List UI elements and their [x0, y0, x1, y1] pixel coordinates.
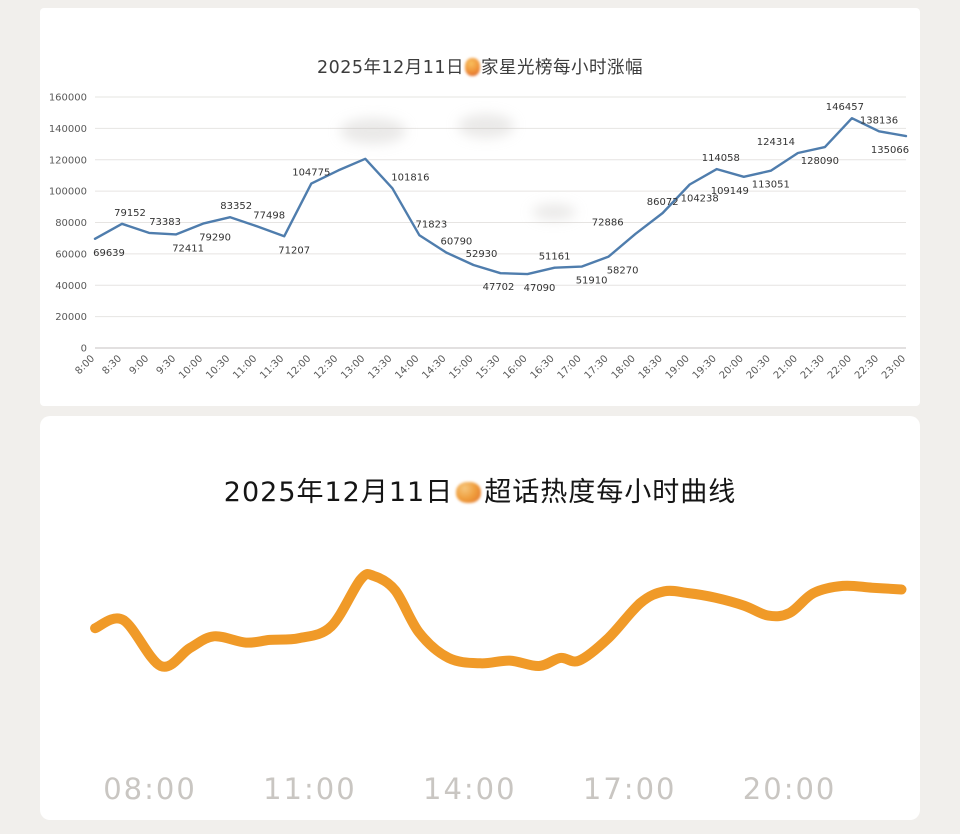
point-label: 138136	[860, 115, 898, 126]
x-tick-label: 16:00	[501, 353, 529, 381]
point-label: 135066	[871, 145, 909, 156]
point-label: 124314	[757, 137, 795, 148]
point-label: 146457	[826, 102, 864, 113]
x-tick-label: 19:00	[664, 353, 692, 381]
x-tick-label: 11:00	[231, 353, 259, 381]
point-label: 77498	[253, 210, 285, 221]
title-suffix-text: 超话热度每小时曲线	[484, 477, 737, 508]
x-tick-label: 15:00	[447, 353, 475, 381]
x-tick-label: 20:00	[718, 353, 746, 381]
x-tick-label: 13:30	[366, 353, 394, 381]
point-label: 101816	[391, 172, 429, 183]
watermark-smudge	[458, 114, 514, 138]
watermark-smudge	[532, 204, 576, 220]
supertopic-heat-curve-chart: 08:00 11:00 14:00 17:00 20:00	[90, 569, 907, 806]
x-tick-label: 12:30	[312, 353, 340, 381]
y-tick-label: 140000	[49, 124, 87, 135]
point-label: 60790	[440, 237, 472, 248]
point-label: 47090	[524, 283, 556, 294]
point-label: 51161	[539, 252, 571, 263]
point-label: 72886	[592, 218, 624, 229]
y-tick-label: 120000	[49, 155, 87, 166]
x-tick-label: 23:00	[880, 353, 908, 381]
x-tick-label: 16:30	[529, 353, 557, 381]
heat-curve-line	[90, 569, 907, 672]
heat-x-tick-label: 17:00	[583, 772, 677, 806]
y-tick-label: 160000	[49, 93, 87, 104]
x-tick-label: 8:30	[100, 353, 124, 377]
heat-x-tick-label: 14:00	[423, 772, 517, 806]
y-tick-label: 20000	[55, 312, 87, 323]
x-tick-label: 9:00	[128, 353, 152, 377]
x-tick-label: 11:30	[258, 353, 286, 381]
star-rank-line-chart: 0 20000 40000 60000 80000 100000 120000 140000 1…	[49, 93, 909, 382]
point-label: 73383	[149, 217, 181, 228]
point-label: 79290	[199, 233, 231, 244]
point-label: 69639	[93, 248, 125, 259]
watermark-smudge	[340, 118, 406, 144]
x-tick-label: 19:30	[691, 353, 719, 381]
star-rank-chart-title: 2025年12月11日 家星光榜每小时涨幅	[40, 54, 920, 79]
heat-x-tick-label: 11:00	[263, 772, 357, 806]
x-tick-label: 12:00	[285, 353, 313, 381]
point-label: 113051	[752, 180, 790, 191]
title-suffix-text: 家星光榜每小时涨幅	[481, 58, 644, 78]
point-label: 104775	[292, 168, 330, 179]
title-date-text: 2025年12月11日	[316, 58, 465, 78]
x-tick-label: 9:30	[155, 353, 179, 377]
x-tick-label: 22:30	[853, 353, 881, 381]
point-label: 86072	[647, 197, 679, 208]
x-tick-label: 14:00	[393, 353, 421, 381]
point-label: 52930	[466, 249, 498, 260]
x-tick-label: 21:30	[799, 353, 827, 381]
y-tick-label: 100000	[49, 187, 87, 198]
heat-x-tick-label: 08:00	[103, 772, 197, 806]
x-tick-label: 8:00	[73, 353, 97, 377]
y-tick-label: 40000	[55, 281, 87, 292]
x-tick-label: 18:30	[637, 353, 665, 381]
point-label: 128090	[801, 156, 839, 167]
x-tick-label: 17:30	[583, 353, 611, 381]
point-label: 109149	[711, 186, 749, 197]
x-tick-label: 18:00	[610, 353, 638, 381]
x-tick-label: 13:00	[339, 353, 367, 381]
x-tick-label: 15:30	[474, 353, 502, 381]
x-tick-label: 17:00	[556, 353, 584, 381]
supertopic-heat-chart-card: 2025年12月11日 超话热度每小时曲线 08:00 11:00 14:00 17:0…	[40, 416, 920, 820]
x-tick-label: 10:00	[177, 353, 205, 381]
x-tick-label: 20:30	[745, 353, 773, 381]
point-label: 47702	[483, 282, 515, 293]
star-rank-chart-card: 2025年12月11日 家星光榜每小时涨幅 0 20000 40000 60000 800…	[40, 8, 920, 406]
x-tick-label: 22:00	[826, 353, 854, 381]
point-label: 71823	[415, 219, 447, 230]
censored-emoji-blob	[456, 482, 482, 503]
y-tick-label: 80000	[55, 218, 87, 229]
point-label: 51910	[576, 276, 608, 287]
censored-emoji-blob	[465, 58, 481, 76]
title-date-text: 2025年12月11日	[223, 477, 454, 508]
heat-x-tick-label: 20:00	[743, 772, 837, 806]
point-label: 104238	[681, 194, 719, 205]
point-label: 72411	[172, 243, 204, 254]
star-rank-series-line	[93, 116, 908, 276]
point-label: 114058	[702, 153, 740, 164]
point-label: 71207	[278, 245, 310, 256]
y-tick-label: 60000	[55, 249, 87, 260]
point-label: 83352	[220, 201, 252, 212]
supertopic-heat-chart-title: 2025年12月11日 超话热度每小时曲线	[40, 470, 920, 509]
y-tick-label: 0	[81, 344, 87, 355]
x-tick-label: 10:30	[204, 353, 232, 381]
point-label: 58270	[607, 266, 639, 277]
point-label: 79152	[114, 208, 146, 219]
x-tick-label: 21:00	[772, 353, 800, 381]
x-tick-label: 14:30	[420, 353, 448, 381]
